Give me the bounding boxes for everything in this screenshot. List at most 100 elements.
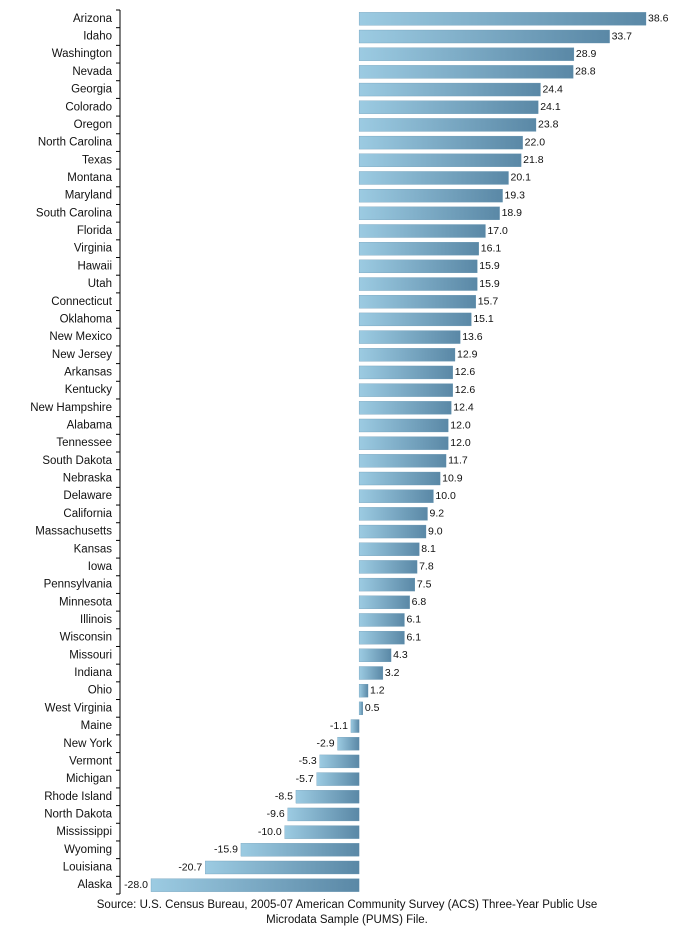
category-label: Colorado (65, 101, 112, 113)
value-label: 11.7 (448, 455, 468, 467)
category-label: Washington (52, 48, 112, 60)
value-label: -28.0 (124, 879, 148, 891)
bar (358, 29, 610, 44)
bar (358, 613, 405, 627)
value-label: -2.9 (316, 738, 334, 750)
category-label: Texas (82, 154, 112, 166)
bar (358, 330, 461, 344)
bar (358, 595, 410, 609)
bar (358, 365, 453, 380)
category-label: Rhode Island (44, 791, 112, 803)
bar (358, 135, 523, 150)
category-label: New Hampshire (30, 402, 112, 414)
category-label: Maine (81, 720, 112, 732)
value-label: 24.4 (542, 83, 563, 95)
category-label: Louisiana (63, 862, 113, 874)
bar (358, 118, 537, 132)
category-label: Arizona (73, 13, 113, 25)
value-label: 13.6 (462, 331, 483, 343)
category-label: Mississippi (56, 826, 112, 838)
bar (358, 701, 363, 716)
category-label: Indiana (74, 667, 112, 679)
bar (358, 312, 472, 327)
bar (358, 12, 647, 26)
value-label: 12.4 (453, 402, 474, 414)
bar (358, 524, 427, 539)
bar (350, 719, 360, 733)
value-label: 38.6 (648, 13, 669, 25)
category-label: Wyoming (64, 844, 112, 856)
category-label: Kansas (74, 543, 113, 555)
bar (358, 507, 428, 521)
value-label: 4.3 (393, 649, 408, 661)
category-label: Delaware (63, 490, 112, 502)
bar (358, 630, 405, 645)
value-label: 15.9 (479, 278, 500, 290)
value-label: -5.3 (299, 755, 317, 767)
bar (150, 878, 360, 892)
category-label: Missouri (69, 649, 112, 661)
category-label: Nevada (72, 66, 112, 78)
category-label: Vermont (69, 755, 113, 767)
category-label: Nebraska (63, 473, 113, 485)
value-label: 15.1 (473, 313, 494, 325)
value-label: 9.2 (429, 508, 444, 520)
category-label: South Carolina (36, 207, 113, 219)
bar (337, 737, 360, 751)
category-label: Florida (77, 225, 113, 237)
category-label: Connecticut (51, 296, 113, 308)
bar (358, 648, 392, 662)
category-label: Maryland (65, 190, 112, 202)
bar (358, 295, 476, 309)
value-label: 6.1 (406, 614, 421, 626)
value-label: 12.6 (455, 366, 476, 378)
bar (319, 754, 360, 769)
value-label: 24.1 (540, 101, 561, 113)
category-label: North Carolina (38, 137, 113, 149)
bar (358, 259, 478, 274)
category-label: Idaho (83, 31, 112, 43)
value-label: -1.1 (330, 720, 348, 732)
category-label: California (63, 508, 112, 520)
bar (358, 577, 416, 592)
category-label: Oregon (74, 119, 112, 131)
category-label: Virginia (74, 243, 113, 255)
bar (358, 348, 456, 362)
value-label: 28.8 (575, 66, 596, 78)
category-label: Hawaii (77, 260, 112, 272)
bar (358, 206, 500, 220)
source-note: Source: U.S. Census Bureau, 2005-07 Amer… (97, 899, 597, 911)
category-label: Massachusetts (35, 526, 112, 538)
category-label: South Dakota (42, 455, 112, 467)
value-label: 16.1 (481, 242, 502, 254)
category-label: New Jersey (52, 349, 112, 361)
value-label: 22.0 (525, 136, 546, 148)
value-label: 15.7 (478, 296, 499, 308)
bar (316, 772, 360, 786)
bar (358, 277, 478, 291)
value-label: 10.9 (442, 472, 463, 484)
value-label: 20.1 (511, 172, 532, 184)
category-label: New Mexico (49, 331, 112, 343)
value-label: 33.7 (612, 30, 633, 42)
value-label: 7.8 (419, 561, 434, 573)
value-label: 9.0 (428, 525, 443, 537)
bar (295, 790, 360, 804)
value-label: 6.1 (406, 631, 421, 643)
bar (358, 82, 541, 97)
category-label: North Dakota (44, 808, 112, 820)
bar (358, 489, 434, 503)
value-label: 17.0 (487, 225, 508, 237)
bar (240, 843, 360, 857)
category-label: Alaska (77, 879, 112, 891)
bar (358, 171, 509, 185)
bar (358, 153, 522, 167)
value-label: -20.7 (178, 861, 202, 873)
bar (358, 383, 453, 397)
value-label: 28.9 (576, 48, 597, 60)
bar (358, 224, 486, 238)
category-label: Alabama (67, 420, 113, 432)
value-label: 12.0 (450, 437, 471, 449)
value-label: -15.9 (214, 844, 238, 856)
